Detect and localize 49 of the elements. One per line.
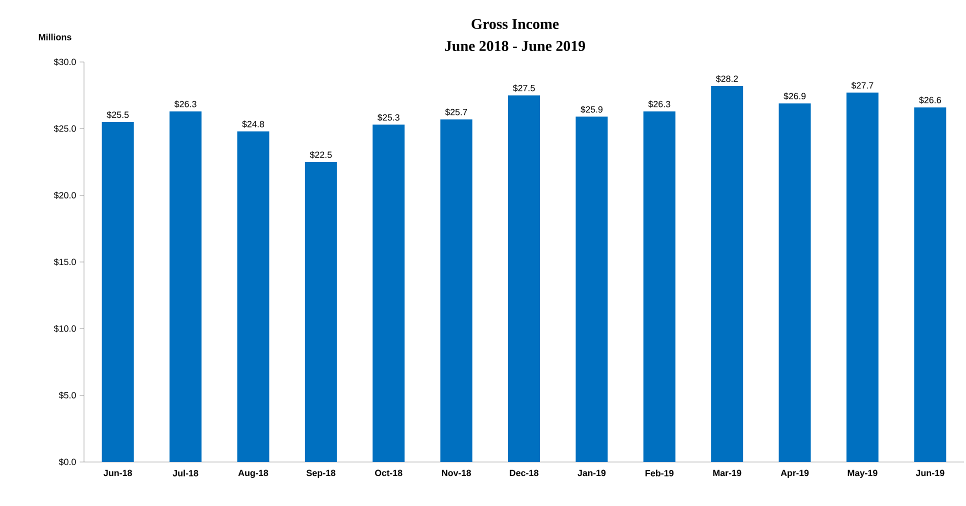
bar xyxy=(102,122,134,462)
data-label: $28.2 xyxy=(716,75,738,82)
y-tick-label: $15.0 xyxy=(54,258,76,266)
x-tick-label: Jun-19 xyxy=(916,470,944,476)
data-label: $27.7 xyxy=(851,82,874,90)
y-tick-label: $20.0 xyxy=(54,192,76,199)
bar xyxy=(846,92,878,462)
data-label: $25.5 xyxy=(106,111,129,118)
bar xyxy=(508,95,540,462)
x-tick-label: Apr-19 xyxy=(780,470,809,478)
y-tick-label: $25.0 xyxy=(54,125,76,132)
data-label: $25.9 xyxy=(580,106,602,114)
x-tick-label: Oct-18 xyxy=(375,470,402,476)
bar xyxy=(576,116,608,462)
bar xyxy=(237,131,270,462)
chart-subtitle: June 2018 - June 2019 xyxy=(445,40,586,52)
x-tick-label: Feb-19 xyxy=(646,470,674,476)
x-tick-label: Jul-18 xyxy=(172,470,198,476)
x-tick-label: Aug-18 xyxy=(238,470,268,478)
data-label: $24.8 xyxy=(242,120,264,128)
y-tick-label: $0.0 xyxy=(58,458,76,466)
data-label: $26.6 xyxy=(919,96,941,104)
x-tick-label: Mar-19 xyxy=(713,470,742,476)
data-label: $27.5 xyxy=(512,84,535,92)
data-label: $26.3 xyxy=(648,100,670,108)
bar xyxy=(914,107,946,462)
y-tick-label: $10.0 xyxy=(54,325,76,332)
x-tick-label: Nov-18 xyxy=(442,470,471,476)
data-label: $22.5 xyxy=(310,151,332,158)
bar xyxy=(778,103,811,462)
y-tick-label: $30.0 xyxy=(54,58,76,66)
bar xyxy=(643,111,676,462)
chart-title: Gross Income xyxy=(472,18,559,30)
bar xyxy=(372,124,405,462)
x-tick-label: Dec-18 xyxy=(510,470,538,476)
data-label: $25.7 xyxy=(445,108,468,116)
bar xyxy=(304,162,337,462)
data-label: $26.3 xyxy=(174,100,196,108)
x-tick-label: Jan-19 xyxy=(578,470,606,476)
data-label: $25.3 xyxy=(377,114,400,122)
y-tick-label: $5.0 xyxy=(58,392,76,399)
x-tick-label: May-19 xyxy=(848,470,878,478)
x-tick-label: Sep-18 xyxy=(306,470,336,478)
bar xyxy=(440,119,472,462)
bar xyxy=(711,86,744,462)
x-tick-label: Jun-18 xyxy=(104,470,132,476)
data-label: $26.9 xyxy=(784,92,806,100)
bar xyxy=(170,111,202,462)
y-axis-title: Millions xyxy=(38,34,72,40)
